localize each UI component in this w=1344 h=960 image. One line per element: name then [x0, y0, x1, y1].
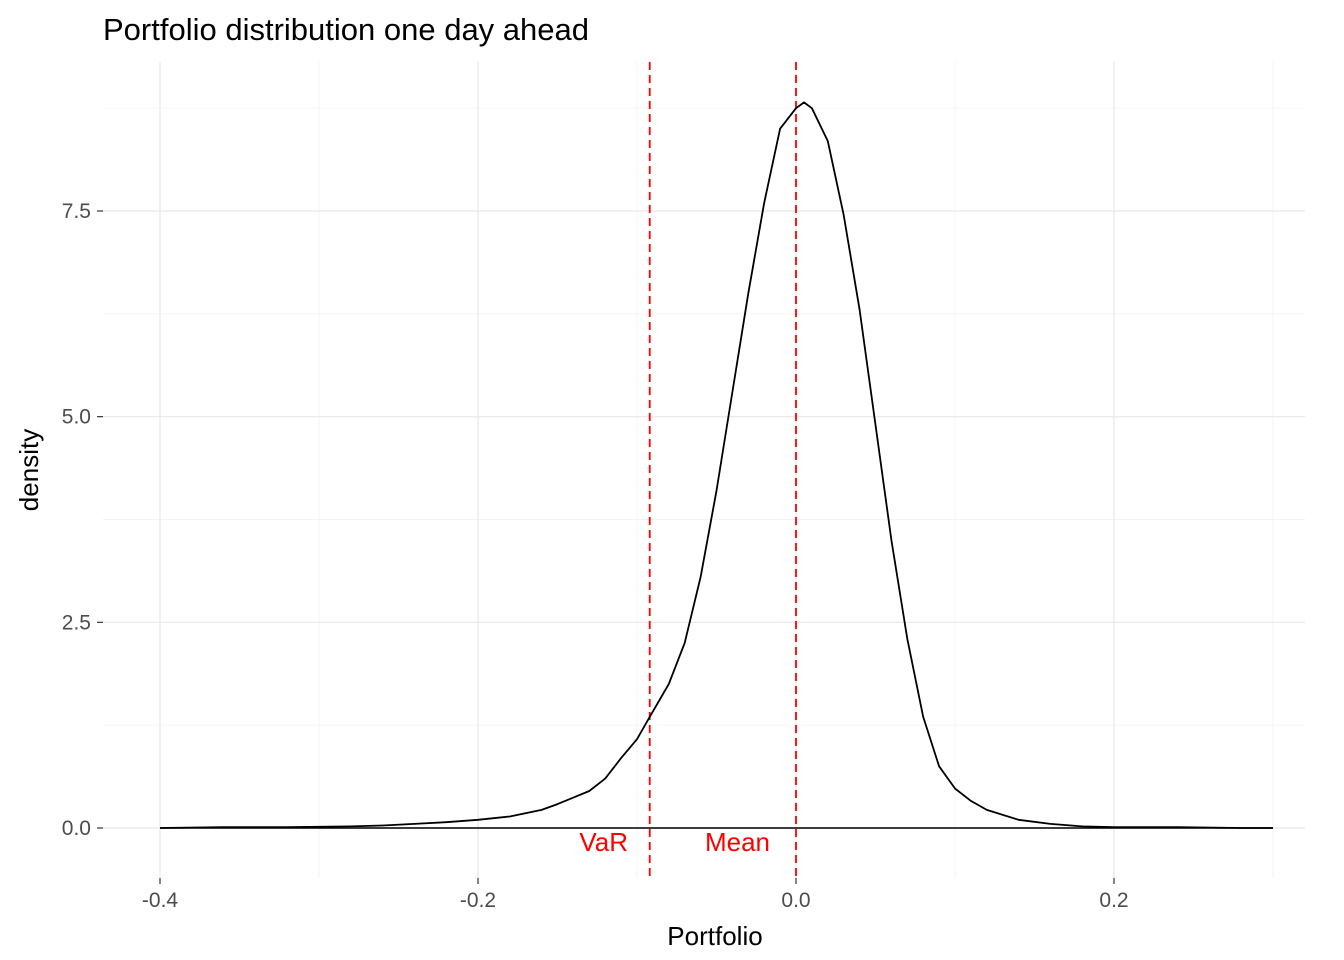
x-tick-label: -0.4: [142, 889, 179, 912]
x-tick-label: -0.2: [460, 889, 496, 912]
annotation-var: VaR: [579, 827, 628, 857]
y-tick-label: 0.0: [62, 817, 91, 840]
x-tick-label: 0.2: [1099, 889, 1128, 912]
reference-lines: [648, 62, 797, 878]
series-layer: [159, 101, 1273, 829]
density-curve: [159, 101, 1273, 829]
grid: [103, 62, 1305, 878]
x-axis-title: Portfolio: [667, 921, 762, 951]
y-axis-title: density: [14, 429, 44, 511]
annotation-mean: Mean: [705, 827, 770, 857]
chart-title: Portfolio distribution one day ahead: [103, 12, 589, 47]
y-tick-label: 7.5: [62, 200, 91, 223]
y-tick-label: 2.5: [62, 611, 91, 634]
x-axis: -0.4 -0.2 0.0 0.2: [142, 878, 1129, 912]
annotations: VaR Mean: [579, 827, 770, 857]
y-axis: 0.0 2.5 5.0 7.5: [62, 200, 103, 840]
y-tick-label: 5.0: [62, 406, 91, 429]
x-tick-label: 0.0: [781, 889, 810, 912]
